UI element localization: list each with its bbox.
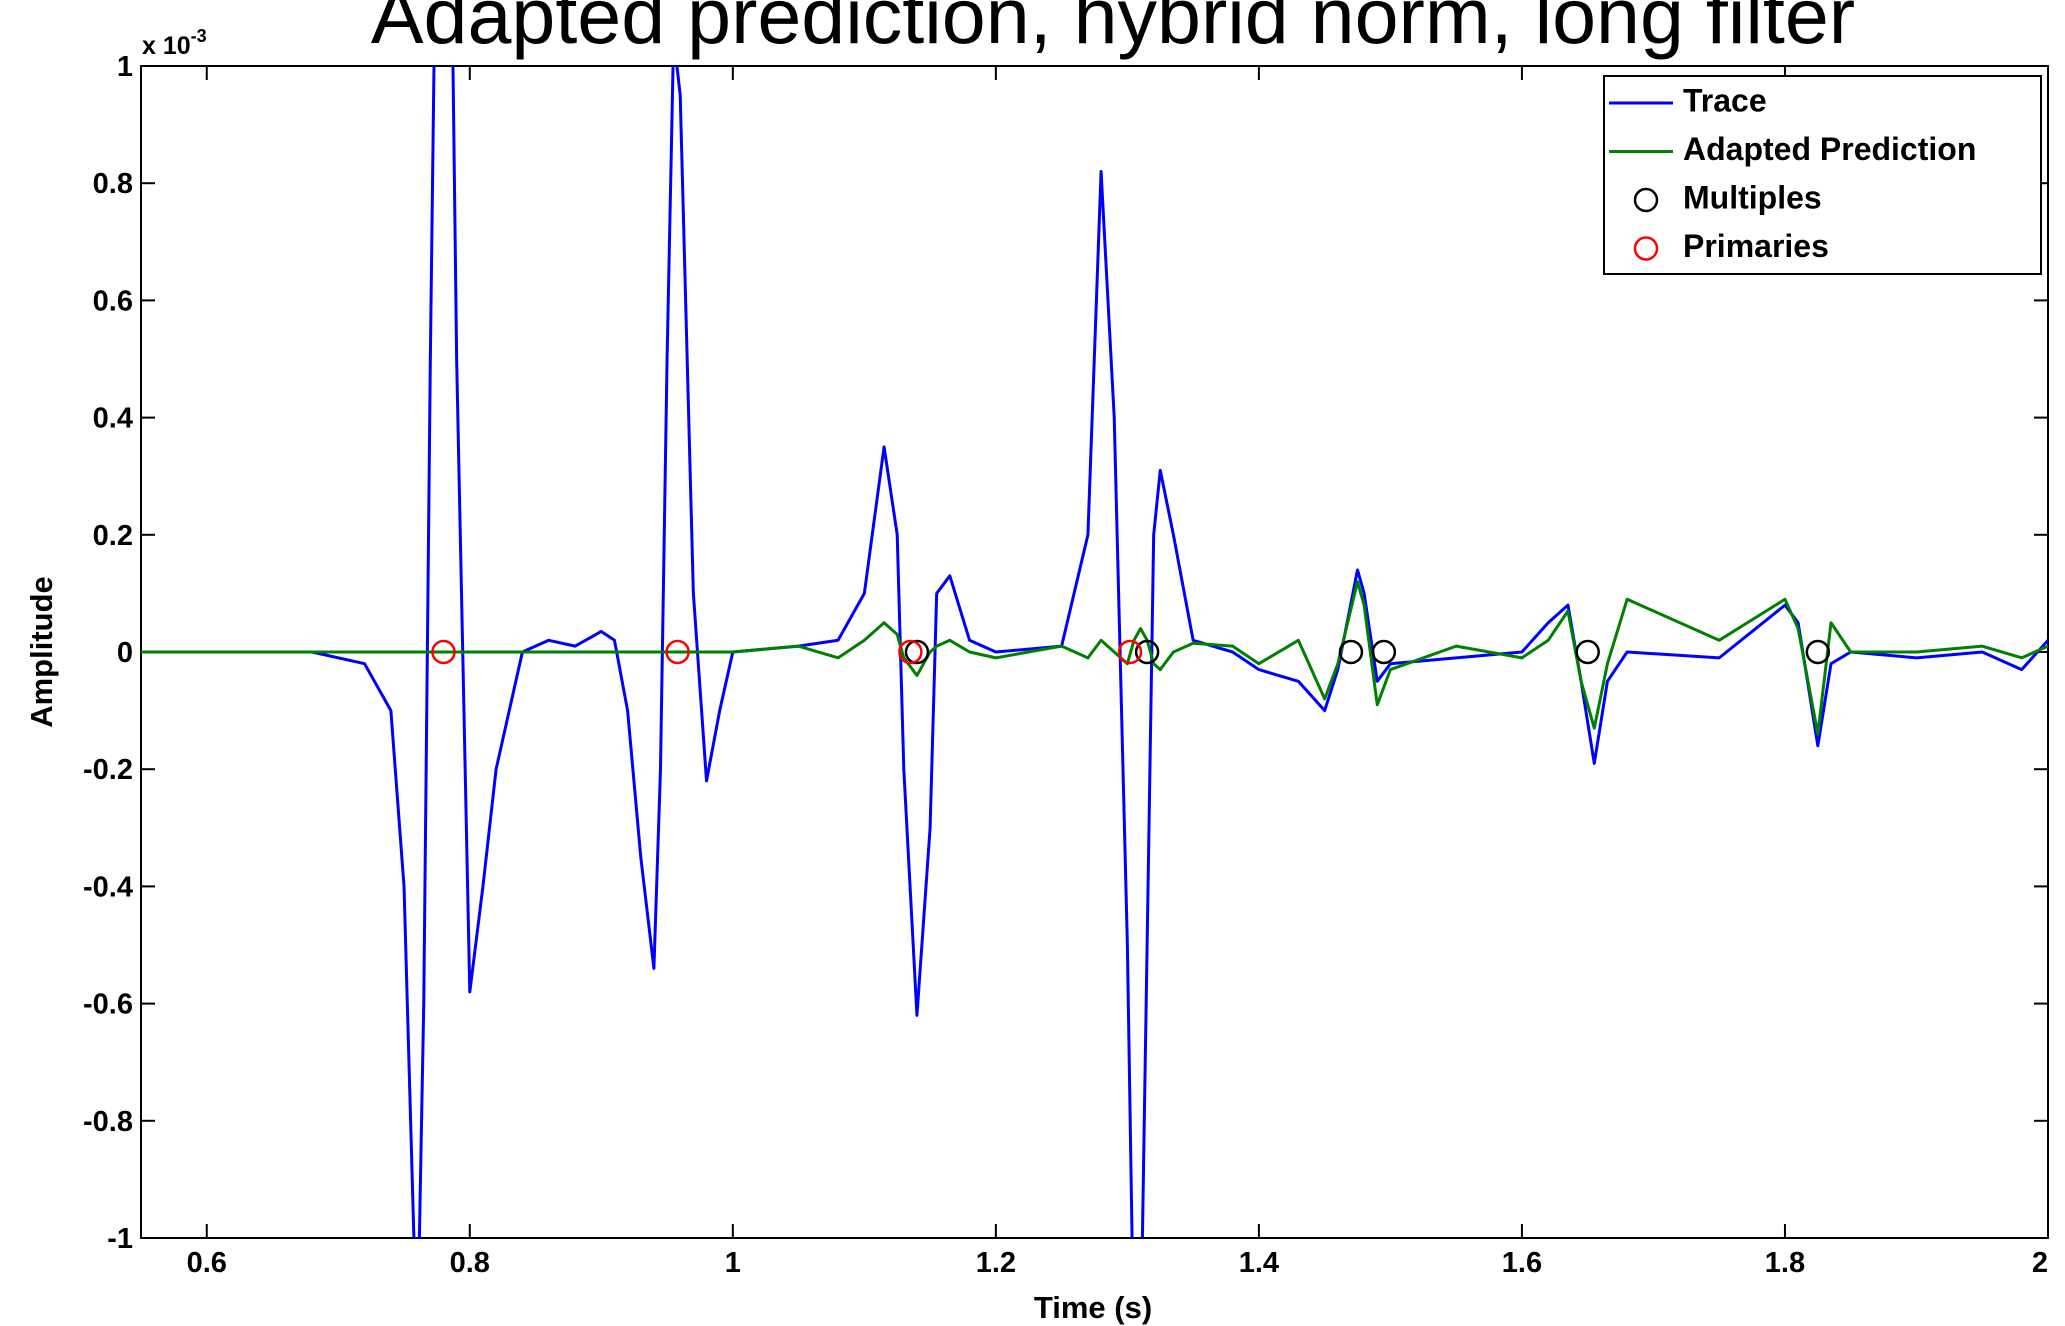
legend-label: Trace (1683, 82, 1767, 118)
y-tick-label: 0.6 (93, 285, 133, 317)
legend-swatch (1633, 236, 1659, 261)
y-tick-label: 0.8 (93, 168, 133, 200)
marker (1117, 639, 1143, 665)
marker (1371, 639, 1397, 665)
marker (1575, 639, 1600, 665)
marker (1134, 639, 1160, 665)
y-tick-label: -0.8 (83, 1106, 133, 1138)
x-tick-label: 2 (2032, 1247, 2048, 1279)
x-tick-label: 0.6 (187, 1247, 227, 1279)
y-tick-label: 1 (117, 51, 133, 83)
x-axis-label: Time (s) (1034, 1290, 1152, 1325)
chart-title: Adapted prediction, hybrid norm, long fi… (371, 0, 1855, 60)
y-scale-exponent: -3 (191, 26, 207, 46)
y-scale-base: x 10 (142, 32, 191, 60)
y-tick-label: -0.4 (83, 871, 133, 903)
y-tick-label: 0 (117, 637, 133, 669)
marker (1338, 639, 1364, 665)
y-scale-label: x 10-3 (142, 26, 207, 60)
legend-label: Adapted Prediction (1683, 131, 1976, 167)
y-tick-label: -0.6 (83, 989, 133, 1021)
y-tick-label: -0.2 (83, 754, 133, 786)
x-tick-label: 1.8 (1765, 1247, 1805, 1279)
x-tick-label: 1 (725, 1247, 741, 1279)
marker (904, 639, 930, 665)
marker (898, 639, 923, 665)
x-tick-label: 0.8 (450, 1247, 490, 1279)
plot-layer (141, 66, 2048, 1238)
x-tick-label: 1.2 (976, 1247, 1016, 1279)
marker (1805, 639, 1831, 665)
y-axis-label: Amplitude (24, 576, 59, 728)
x-tick-label: 1.6 (1502, 1247, 1542, 1279)
legend-box (1603, 75, 2042, 275)
y-tick-label: -1 (107, 1223, 133, 1255)
marker (431, 639, 456, 665)
legend-swatch (1633, 187, 1659, 213)
y-tick-label: 0.4 (93, 403, 133, 435)
legend-label: Multiples (1683, 179, 1822, 215)
legend-label: Primaries (1683, 228, 1829, 264)
line-series (141, 580, 2048, 736)
marker (665, 639, 690, 665)
y-tick-label: 0.2 (93, 520, 133, 552)
x-tick-label: 1.4 (1239, 1247, 1279, 1279)
